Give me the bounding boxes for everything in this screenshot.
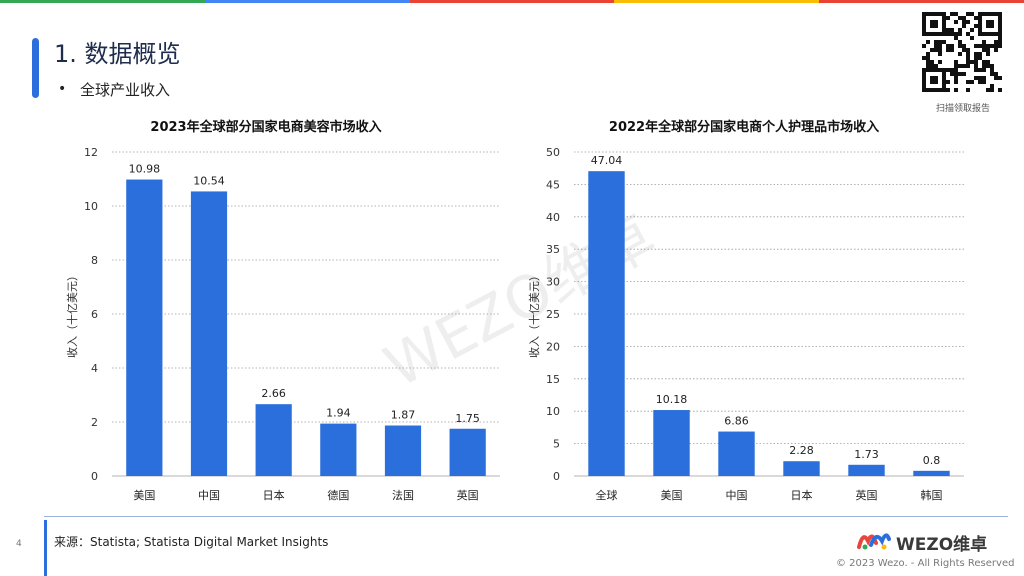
x-category-label: 美国 xyxy=(133,489,155,502)
y-tick-label: 45 xyxy=(546,178,560,191)
x-category-label: 中国 xyxy=(726,489,748,502)
logo-text: WEZO维卓 xyxy=(896,535,988,555)
x-category-label: 日本 xyxy=(791,488,813,502)
chart-beauty-revenue-2023: 2023年全球部分国家电商美容市场收入 0 2 4 6 8 10 12 收入（十亿美元） 10.9… xyxy=(65,119,500,502)
y-tick-label: 12 xyxy=(84,146,98,159)
bar-value-label: 1.94 xyxy=(326,407,351,420)
accent-segment-green xyxy=(0,0,205,3)
top-accent-bar xyxy=(0,0,1024,3)
bar-value-label: 1.87 xyxy=(391,409,416,422)
bar-value-label: 6.86 xyxy=(724,415,749,428)
bullet-dot: • xyxy=(58,81,67,97)
bar xyxy=(588,171,625,477)
y-tick-label: 8 xyxy=(91,254,98,267)
chart-personal-care-revenue-2022: 2022年全球部分国家电商个人护理品市场收入 0 5 10 15 20 25 30 35 40 45… xyxy=(527,119,964,502)
x-category-label: 法国 xyxy=(392,488,414,502)
y-tick-label: 50 xyxy=(546,146,560,159)
footer-accent-bar xyxy=(44,520,47,576)
y-tick-label: 0 xyxy=(91,470,98,483)
x-category-label: 日本 xyxy=(263,488,285,502)
bar xyxy=(255,404,292,476)
section-subtitle: 全球产业收入 xyxy=(80,81,171,99)
y-tick-label: 35 xyxy=(546,243,560,256)
x-category-label: 英国 xyxy=(856,488,878,502)
x-category-label: 中国 xyxy=(198,489,220,502)
x-category-label: 美国 xyxy=(661,489,683,502)
y-tick-label: 40 xyxy=(546,211,560,224)
bar xyxy=(384,425,422,476)
bar-value-label: 47.04 xyxy=(591,154,623,167)
source-note: 来源：Statista; Statista Digital Market Ins… xyxy=(54,535,329,549)
chart-title: 2022年全球部分国家电商个人护理品市场收入 xyxy=(609,119,879,135)
bar xyxy=(449,428,486,476)
y-tick-label: 2 xyxy=(91,416,98,429)
x-category-label: 全球 xyxy=(596,488,618,502)
footer-divider xyxy=(44,516,1008,517)
y-axis-label: 收入（十亿美元） xyxy=(65,270,79,358)
accent-segment-blue xyxy=(204,0,410,3)
bar xyxy=(848,464,885,476)
y-tick-label: 5 xyxy=(553,438,560,451)
bar xyxy=(913,470,950,476)
bar-value-label: 2.66 xyxy=(261,387,286,400)
title-accent-bar xyxy=(32,38,39,98)
bar-value-label: 10.98 xyxy=(129,163,161,176)
copyright-text: © 2023 Wezo. - All Rights Reserved xyxy=(836,558,1015,569)
qr-code-icon xyxy=(922,12,1002,92)
bar-value-label: 1.73 xyxy=(854,448,879,461)
page-number: 4 xyxy=(16,539,22,549)
wezo-logo-icon xyxy=(857,533,891,550)
y-tick-label: 6 xyxy=(91,308,98,321)
y-tick-label: 30 xyxy=(546,276,560,289)
x-category-label: 韩国 xyxy=(921,488,943,502)
bar-value-label: 10.18 xyxy=(656,393,688,406)
y-tick-label: 20 xyxy=(546,340,560,353)
y-tick-label: 0 xyxy=(553,470,560,483)
accent-segment-yellow xyxy=(614,0,820,3)
y-axis-label: 收入（十亿美元） xyxy=(527,270,541,358)
y-tick-label: 10 xyxy=(84,200,98,213)
x-category-label: 德国 xyxy=(327,488,349,502)
bar-value-label: 0.8 xyxy=(923,454,941,467)
accent-segment-orange xyxy=(819,0,1024,3)
y-tick-label: 4 xyxy=(91,362,98,375)
bar-value-label: 1.75 xyxy=(455,412,480,425)
bar xyxy=(190,191,228,477)
y-tick-label: 10 xyxy=(546,405,560,418)
bar xyxy=(126,179,163,477)
bar xyxy=(718,431,755,476)
bar xyxy=(320,423,357,476)
bar-value-label: 2.28 xyxy=(789,444,814,457)
y-tick-label: 15 xyxy=(546,373,560,386)
chart-title: 2023年全球部分国家电商美容市场收入 xyxy=(150,119,381,135)
bar xyxy=(783,461,820,476)
page-title: 1. 数据概览 xyxy=(54,40,181,68)
x-category-label: 英国 xyxy=(457,488,479,502)
bar xyxy=(653,410,690,476)
y-tick-label: 25 xyxy=(546,308,560,321)
accent-segment-red xyxy=(409,0,615,3)
bar-value-label: 10.54 xyxy=(193,174,225,187)
qr-caption: 扫描领取报告 xyxy=(935,104,990,114)
